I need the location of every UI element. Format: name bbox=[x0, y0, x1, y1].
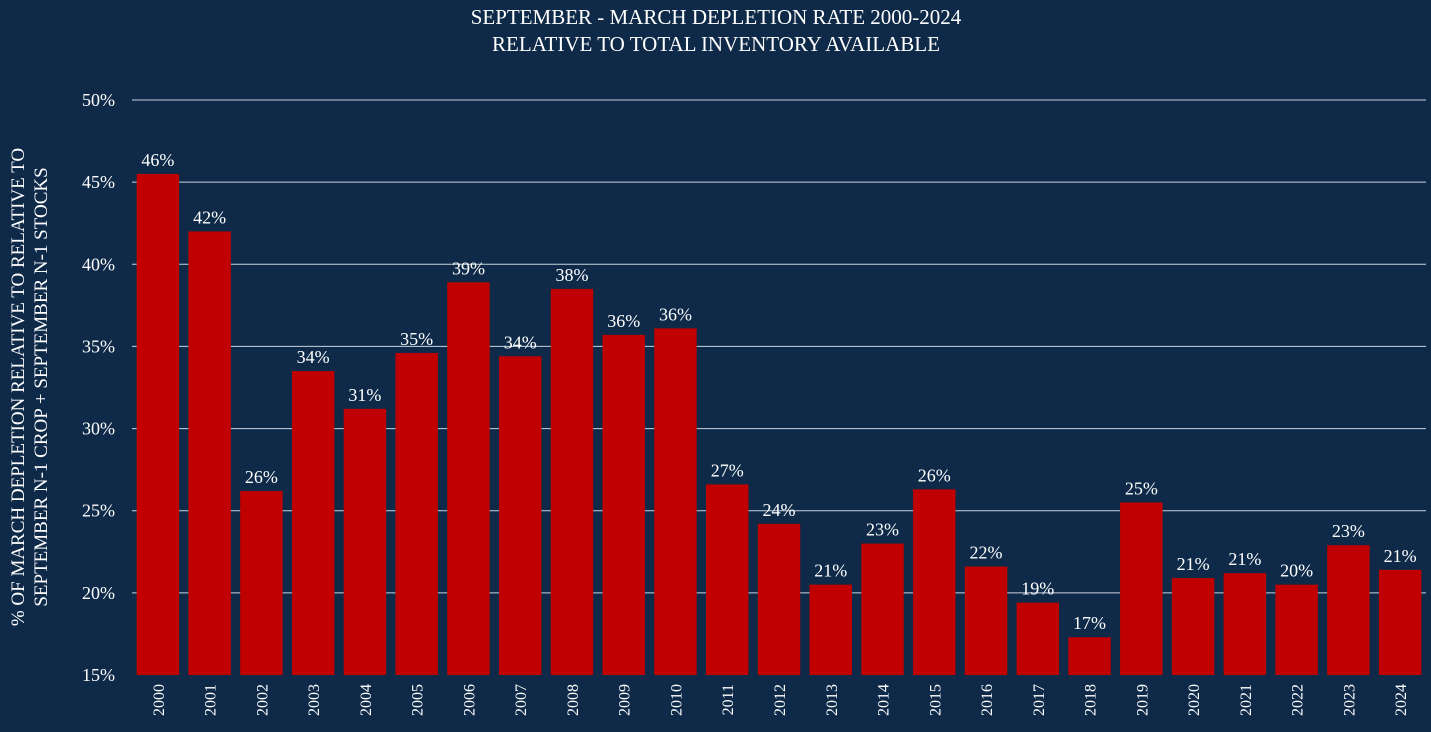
bar-2013 bbox=[809, 584, 852, 675]
x-tick-label-2020: 2020 bbox=[1186, 684, 1203, 716]
x-tick-label-2002: 2002 bbox=[254, 684, 271, 716]
data-label-2015: 26% bbox=[918, 465, 951, 485]
data-label-2010: 36% bbox=[659, 304, 692, 324]
x-tick-label-2001: 2001 bbox=[203, 684, 220, 716]
data-label-2003: 34% bbox=[297, 347, 330, 367]
x-tick-label-2000: 2000 bbox=[151, 684, 168, 716]
bar-2002 bbox=[240, 491, 283, 675]
y-tick-label: 25% bbox=[82, 501, 115, 521]
data-label-2012: 24% bbox=[763, 500, 796, 520]
bar-2016 bbox=[964, 566, 1008, 675]
bar-2009 bbox=[602, 334, 645, 675]
x-tick-label-2018: 2018 bbox=[1083, 684, 1100, 716]
bar-2017 bbox=[1016, 602, 1060, 675]
x-tick-label-2005: 2005 bbox=[410, 684, 427, 716]
data-label-2007: 34% bbox=[504, 332, 537, 352]
x-tick-label-2019: 2019 bbox=[1134, 684, 1151, 716]
x-tick-label-2004: 2004 bbox=[358, 684, 375, 716]
x-tick-label-2012: 2012 bbox=[772, 684, 789, 716]
bar-2001 bbox=[188, 231, 231, 675]
x-tick-label-2024: 2024 bbox=[1393, 684, 1410, 716]
x-tick-label-2009: 2009 bbox=[617, 684, 634, 716]
x-tick-label-2003: 2003 bbox=[306, 684, 323, 716]
data-label-2020: 21% bbox=[1177, 554, 1210, 574]
x-tick-label-2014: 2014 bbox=[876, 684, 893, 716]
bar-2020 bbox=[1171, 578, 1215, 675]
y-axis-title-line-2: SEPTEMBER N-1 CROP + SEPTEMBER N-1 STOCK… bbox=[31, 167, 52, 606]
y-axis-ticks: 15% 20% 25% 30% 35% 40% 45% 50% bbox=[82, 90, 115, 685]
bar-2015 bbox=[913, 489, 956, 675]
data-label-2002: 26% bbox=[245, 467, 278, 487]
bar-2022 bbox=[1275, 584, 1318, 675]
x-tick-label-2010: 2010 bbox=[668, 684, 685, 716]
bar-2014 bbox=[861, 543, 904, 675]
x-tick-label-2017: 2017 bbox=[1031, 684, 1048, 716]
data-label-2024: 21% bbox=[1384, 546, 1417, 566]
bar-2005 bbox=[395, 353, 438, 675]
bars bbox=[136, 173, 1422, 675]
y-axis-title-line-1: % OF MARCH DEPLETION RELATIVE TO RELATIV… bbox=[8, 148, 29, 626]
data-label-2008: 38% bbox=[555, 265, 588, 285]
data-label-2017: 19% bbox=[1021, 579, 1054, 599]
data-label-2018: 17% bbox=[1073, 613, 1106, 633]
y-tick-label: 45% bbox=[82, 172, 115, 192]
data-label-2021: 21% bbox=[1228, 549, 1261, 569]
y-tick-label: 35% bbox=[82, 336, 115, 356]
data-label-2006: 39% bbox=[452, 258, 485, 278]
bar-2021 bbox=[1223, 573, 1267, 675]
data-label-2023: 23% bbox=[1332, 521, 1365, 541]
data-label-2014: 23% bbox=[866, 520, 899, 540]
x-tick-label-2008: 2008 bbox=[565, 684, 582, 716]
data-label-2005: 35% bbox=[400, 329, 433, 349]
x-axis-ticks: 2000 2001 2002 2003 2004 2005 2006 2007 2008 2009… bbox=[151, 684, 1410, 716]
x-tick-label-2023: 2023 bbox=[1341, 684, 1358, 716]
data-label-2013: 21% bbox=[814, 561, 847, 581]
x-tick-label-2006: 2006 bbox=[461, 684, 478, 716]
bar-2004 bbox=[343, 408, 387, 675]
data-label-2004: 31% bbox=[348, 385, 381, 405]
data-labels: 46% 42% 26% 34% 31% 35% 39% 34% 38% 36% 36% 27% 24% 2… bbox=[141, 150, 1416, 633]
bar-2008 bbox=[550, 288, 594, 675]
x-tick-label-2021: 2021 bbox=[1238, 684, 1255, 716]
data-label-2022: 20% bbox=[1280, 561, 1313, 581]
bar-2018 bbox=[1068, 637, 1111, 675]
chart-title-line-2: RELATIVE TO TOTAL INVENTORY AVAILABLE bbox=[492, 32, 940, 56]
x-tick-label-2013: 2013 bbox=[824, 684, 841, 716]
x-tick-label-2015: 2015 bbox=[927, 684, 944, 716]
bar-2007 bbox=[498, 356, 542, 675]
bar-2019 bbox=[1120, 502, 1163, 675]
data-label-2009: 36% bbox=[607, 311, 640, 331]
data-label-2019: 25% bbox=[1125, 479, 1158, 499]
y-tick-label: 50% bbox=[82, 90, 115, 110]
bar-2006 bbox=[447, 282, 490, 675]
data-label-2000: 46% bbox=[141, 150, 174, 170]
x-tick-label-2011: 2011 bbox=[720, 684, 737, 715]
bar-2011 bbox=[706, 484, 749, 675]
data-label-2011: 27% bbox=[711, 460, 744, 480]
chart-title-line-1: SEPTEMBER - MARCH DEPLETION RATE 2000-20… bbox=[471, 5, 962, 29]
y-tick-label: 40% bbox=[82, 254, 115, 274]
y-tick-label: 15% bbox=[82, 665, 115, 685]
bar-2023 bbox=[1327, 545, 1370, 675]
y-axis-title: % OF MARCH DEPLETION RELATIVE TO RELATIV… bbox=[8, 148, 52, 626]
y-tick-label: 20% bbox=[82, 583, 115, 603]
bar-2003 bbox=[291, 371, 335, 675]
y-tick-label: 30% bbox=[82, 419, 115, 439]
x-tick-label-2022: 2022 bbox=[1290, 684, 1307, 716]
data-label-2001: 42% bbox=[193, 207, 226, 227]
bar-2000 bbox=[136, 173, 180, 675]
x-tick-label-2016: 2016 bbox=[979, 684, 996, 716]
bar-2012 bbox=[757, 523, 801, 675]
x-tick-label-2007: 2007 bbox=[513, 684, 530, 716]
bar-2024 bbox=[1378, 569, 1422, 675]
bar-2010 bbox=[654, 328, 697, 675]
data-label-2016: 22% bbox=[970, 543, 1003, 563]
chart-title: SEPTEMBER - MARCH DEPLETION RATE 2000-20… bbox=[471, 5, 962, 56]
